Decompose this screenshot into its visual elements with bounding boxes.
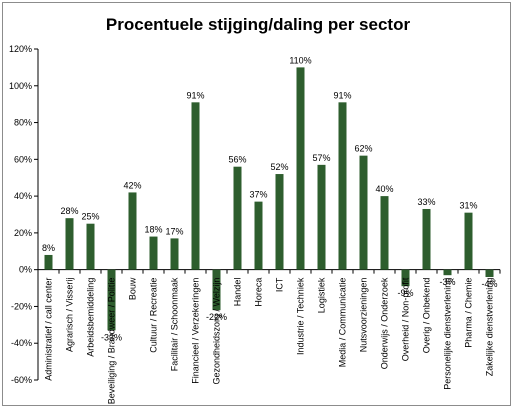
bar (485, 269, 494, 278)
data-label: 110% (289, 55, 311, 65)
category-label: Agrarisch / Visserij (65, 278, 75, 352)
bar (233, 166, 242, 270)
bar (338, 102, 347, 270)
y-tick-label: 100% (9, 81, 32, 91)
data-label: 31% (459, 201, 477, 211)
data-label: 8% (42, 243, 55, 253)
data-label: 57% (312, 153, 330, 163)
bars (44, 67, 494, 331)
data-label: -4% (481, 279, 497, 289)
data-label: -33% (101, 332, 122, 342)
category-label: Logistiek (317, 277, 327, 313)
data-label: 28% (60, 206, 78, 216)
category-label: Personelijke dienstverlening (443, 278, 453, 390)
bar (359, 155, 368, 270)
category-label: Cultuur / Recreatie (149, 278, 159, 353)
bar (443, 269, 452, 276)
bar (86, 223, 95, 270)
bar (275, 174, 284, 270)
bar (128, 192, 137, 270)
category-label: Media / Communicatie (338, 278, 348, 368)
category-labels: Administratief / call center Agrarisch / … (44, 277, 495, 404)
category-label: Facilitair / Schoonmaak (170, 277, 180, 371)
axes: -60% -40% -20% 0% 20% 40% 60% 80% 100% 120% (9, 44, 501, 385)
data-label: 56% (228, 155, 246, 165)
data-label: 52% (270, 162, 288, 172)
bar (464, 212, 473, 270)
category-label: Zakelijke dienstverlening (485, 278, 495, 377)
data-label: 91% (186, 90, 204, 100)
y-tick-label: 80% (14, 118, 32, 128)
data-label: 17% (165, 226, 183, 236)
bar (191, 102, 200, 270)
category-label: Horeca (254, 278, 264, 307)
data-label: 62% (354, 144, 372, 154)
bar (254, 201, 263, 270)
category-label: Pharma / Chemie (464, 278, 474, 348)
bar (149, 236, 158, 270)
bar (380, 196, 389, 270)
data-label: 91% (333, 90, 351, 100)
y-tick-label: -20% (11, 301, 32, 311)
category-label: Industrie / Techniek (296, 277, 306, 355)
bar (44, 254, 53, 270)
y-tick-label: 0% (19, 265, 32, 275)
y-tick-label: -40% (11, 338, 32, 348)
y-tick-label: 20% (14, 228, 32, 238)
category-label: Bouw (128, 277, 138, 300)
category-label: Overheid / Non-profit (401, 277, 411, 361)
data-label: 33% (417, 197, 435, 207)
bar (170, 238, 179, 270)
category-label: Arbeidsbemiddeling (86, 278, 96, 357)
data-label: 25% (81, 212, 99, 222)
data-label: -9% (397, 288, 413, 298)
data-labels: 8% 28%25% -33% 42% 18% 17% 91% -22% 56% 37% 52% 110… (42, 55, 498, 342)
category-label: Administratief / call center (44, 278, 54, 381)
category-label: Beveiliging / Brandweer / Politie (107, 278, 117, 405)
bar (107, 269, 116, 331)
y-tick-label: -60% (11, 375, 32, 385)
y-tick-label: 120% (9, 44, 32, 54)
y-tick-label: 60% (14, 154, 32, 164)
bar (212, 269, 221, 311)
data-label: -3% (439, 277, 455, 287)
category-label: Onderwijs / Onderzoek (380, 277, 390, 369)
category-label: Overig / Onbekend (422, 278, 432, 354)
category-label: Nutsvoorzieningen (359, 278, 369, 353)
chart-title: Procentuele stijging/daling per sector (106, 15, 411, 34)
bar (296, 67, 305, 270)
data-label: 18% (144, 225, 162, 235)
data-label: 42% (123, 180, 141, 190)
bar (65, 218, 74, 270)
data-label: 37% (249, 190, 267, 200)
data-label: 40% (375, 184, 393, 194)
category-label: Financieel / Verzekeringen (191, 278, 201, 384)
bar (401, 269, 410, 287)
bar (317, 164, 326, 270)
category-label: Gezondheidszorg / Welzijn (212, 278, 222, 385)
y-tick-label: 40% (14, 191, 32, 201)
category-label: ICT (275, 277, 285, 292)
category-label: Handel (233, 278, 243, 307)
bar (422, 208, 431, 270)
data-label: -22% (206, 312, 227, 322)
